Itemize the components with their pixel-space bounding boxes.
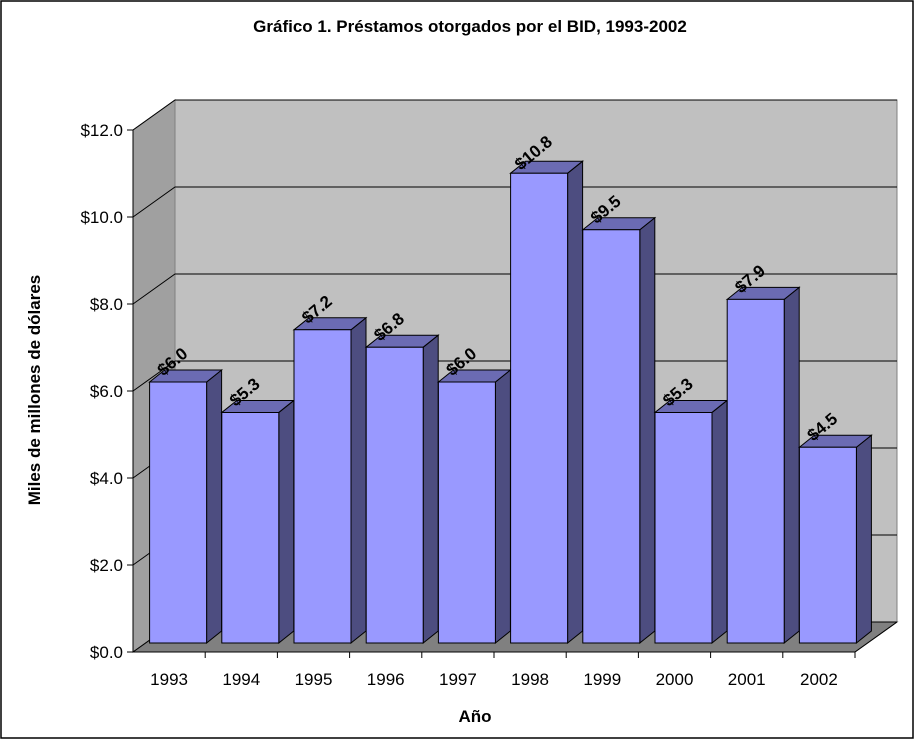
bar-face	[494, 368, 511, 645]
bar-face	[149, 381, 208, 644]
y-tick-label: $10.0	[80, 208, 123, 227]
bar	[436, 368, 512, 645]
grid-line	[132, 186, 897, 218]
bar	[292, 316, 368, 645]
grid-line	[132, 273, 897, 305]
bar-face	[582, 229, 641, 644]
bar	[220, 399, 296, 645]
bar-face	[855, 434, 872, 645]
bar-face	[422, 334, 439, 645]
grid-line	[132, 99, 897, 131]
grid-line	[132, 360, 897, 392]
bar	[364, 334, 440, 645]
x-tick-label: 1993	[150, 670, 188, 689]
x-axis-label: Año	[458, 707, 491, 726]
bar-face	[221, 411, 280, 644]
y-axis-label: Miles de millones de dólares	[25, 275, 44, 506]
bar	[581, 216, 657, 645]
bar-face	[567, 160, 584, 645]
x-tick-label: 2001	[728, 670, 766, 689]
x-tick-label: 2000	[656, 670, 694, 689]
y-tick-label: $0.0	[90, 643, 123, 662]
x-tick-label: 1995	[295, 670, 333, 689]
y-tick-label: $12.0	[80, 121, 123, 140]
bar	[653, 399, 729, 645]
bar-face	[726, 298, 785, 644]
bar-face	[711, 399, 728, 645]
bar-face	[293, 329, 352, 644]
bar-face	[278, 399, 295, 645]
bar-face	[510, 172, 569, 644]
x-tick-label: 1994	[222, 670, 260, 689]
x-tick-label: 1996	[367, 670, 405, 689]
bar-face	[350, 316, 367, 645]
y-tick-label: $8.0	[90, 295, 123, 314]
bar-face	[783, 286, 800, 645]
bar	[509, 160, 585, 645]
bar-face	[639, 216, 656, 645]
x-axis-depth	[854, 621, 898, 653]
chart-title: Gráfico 1. Préstamos otorgados por el BI…	[253, 17, 687, 36]
bar	[797, 434, 873, 645]
x-tick-label: 1997	[439, 670, 477, 689]
bar-face	[798, 446, 857, 644]
bar-face	[654, 411, 713, 644]
x-tick-label: 1999	[583, 670, 621, 689]
x-tick-label: 2002	[800, 670, 838, 689]
bar-face	[437, 381, 496, 644]
bar	[148, 368, 224, 645]
bar-face	[206, 368, 223, 645]
y-tick-label: $6.0	[90, 382, 123, 401]
bar-face	[365, 346, 424, 644]
x-tick-label: 1998	[511, 670, 549, 689]
y-tick-label: $4.0	[90, 469, 123, 488]
y-tick-label: $2.0	[90, 556, 123, 575]
bar	[725, 286, 801, 645]
